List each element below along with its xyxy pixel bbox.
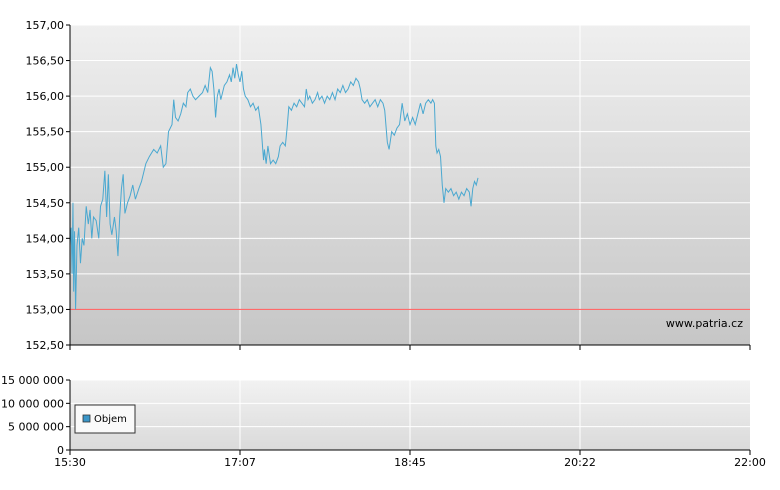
price-series-line bbox=[69, 64, 479, 310]
legend-swatch bbox=[82, 414, 91, 423]
volume-x-ticks: 15:30 17:07 18:45 20:22 22:00 bbox=[54, 450, 766, 469]
volume-y-tick-label: 5 000 000 bbox=[8, 421, 64, 434]
volume-y-ticks: 0 5 000 000 10 000 000 15 000 000 bbox=[1, 374, 70, 457]
volume-x-tick-label: 15:30 bbox=[54, 456, 86, 469]
price-y-tick-label: 152,50 bbox=[26, 339, 65, 352]
volume-x-tick-label: 18:45 bbox=[394, 456, 426, 469]
volume-legend: Objem bbox=[74, 404, 136, 434]
volume-y-tick-label: 15 000 000 bbox=[1, 374, 64, 387]
volume-x-tick-label: 17:07 bbox=[224, 456, 256, 469]
price-y-ticks: 152,50 153,00 153,50 154,00 154,50 155,00 155,… bbox=[26, 19, 70, 352]
volume-y-tick-label: 0 bbox=[57, 444, 64, 457]
price-y-tick-label: 155,50 bbox=[26, 126, 65, 139]
price-y-tick-label: 157,00 bbox=[26, 19, 65, 32]
price-vertical-grid bbox=[239, 25, 581, 345]
price-y-tick-label: 154,50 bbox=[26, 197, 65, 210]
volume-x-tick-label: 20:22 bbox=[564, 456, 596, 469]
volume-vertical-grid bbox=[239, 380, 581, 450]
volume-x-tick-label: 22:00 bbox=[734, 456, 766, 469]
volume-panel: 0 5 000 000 10 000 000 15 000 000 15:30 17:0… bbox=[1, 374, 766, 469]
volume-y-tick-label: 10 000 000 bbox=[1, 397, 64, 410]
price-y-tick-label: 155,00 bbox=[26, 161, 65, 174]
price-y-tick-label: 153,50 bbox=[26, 268, 65, 281]
price-y-tick-label: 156,50 bbox=[26, 55, 65, 68]
watermark: www.patria.cz bbox=[666, 317, 743, 330]
legend-label: Objem bbox=[94, 414, 127, 425]
price-y-tick-label: 156,00 bbox=[26, 90, 65, 103]
price-panel: 152,50 153,00 153,50 154,00 154,50 155,00 155,… bbox=[26, 19, 751, 352]
price-x-ticks bbox=[69, 345, 751, 350]
price-y-tick-label: 154,00 bbox=[26, 232, 65, 245]
price-y-tick-label: 153,00 bbox=[26, 303, 65, 316]
